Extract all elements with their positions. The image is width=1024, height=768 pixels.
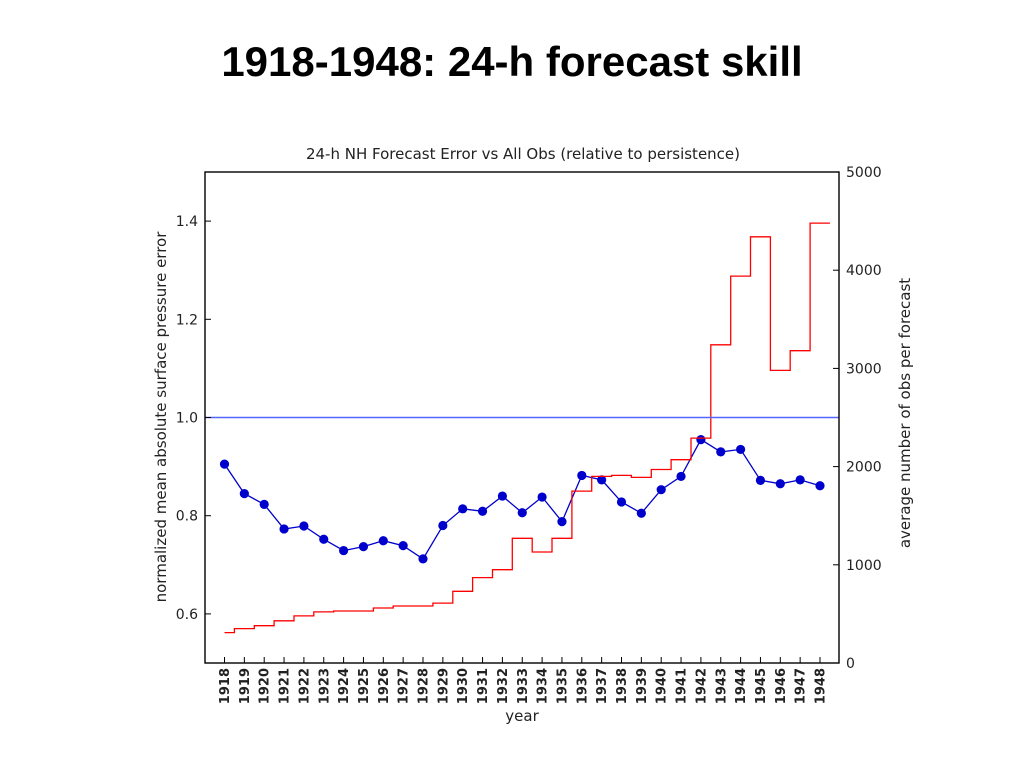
x-tick-label: 1925	[357, 668, 372, 704]
x-tick-label: 1928	[417, 668, 432, 704]
obs-count-step-line	[224, 222, 830, 634]
data-point	[438, 520, 448, 531]
data-point	[339, 545, 349, 556]
data-point	[418, 554, 428, 564]
x-tick-label: 1934	[536, 668, 551, 704]
y-tick-label: 0.6	[176, 607, 198, 623]
y-tick-label: 1.2	[176, 312, 198, 328]
x-tick-label: 1923	[317, 668, 332, 704]
data-point	[736, 444, 746, 455]
data-point	[636, 508, 646, 518]
x-tick-label: 1948	[814, 668, 829, 704]
y2-tick-label: 3000	[846, 361, 882, 377]
data-point	[319, 534, 329, 544]
x-tick-label: 1935	[556, 668, 571, 704]
data-point	[815, 481, 825, 491]
y-tick-label: 1.0	[176, 411, 198, 427]
x-tick-label: 1922	[297, 668, 312, 704]
data-point	[358, 542, 369, 552]
y2-tick-label: 2000	[846, 460, 882, 476]
x-axis-label: year	[505, 707, 539, 725]
y-tick-label: 1.4	[176, 214, 198, 230]
data-point	[239, 489, 249, 499]
x-tick-label: 1932	[496, 668, 511, 704]
x-tick-label: 1919	[238, 668, 253, 704]
data-point	[219, 459, 230, 469]
y-axis-label: normalized mean absolute surface pressur…	[152, 231, 170, 603]
y2-tick-label: 0	[846, 656, 855, 672]
data-point	[795, 475, 805, 485]
x-tick-label: 1924	[337, 668, 352, 704]
data-point	[398, 541, 408, 551]
data-point	[537, 492, 547, 502]
y2-tick-label: 4000	[846, 263, 882, 279]
x-tick-label: 1942	[694, 668, 709, 704]
axes: 0.6 0.8 1.0 1.2 1.4 0 1000 2000 3000 4000 5000 1918…	[176, 165, 882, 704]
data-point	[676, 471, 686, 482]
x-tick-label: 1947	[794, 668, 809, 704]
data-point	[597, 475, 607, 485]
x-tick-label: 1927	[397, 668, 412, 704]
data-point	[497, 491, 507, 501]
x-tick-label: 1936	[575, 668, 590, 704]
x-tick-label: 1918	[218, 668, 233, 704]
x-tick-label: 1943	[714, 668, 729, 704]
data-point	[279, 524, 289, 534]
y-tick-label: 0.8	[176, 509, 198, 525]
data-point	[716, 447, 726, 457]
data-point	[755, 475, 766, 485]
data-point	[616, 497, 627, 507]
chart-title: 24-h NH Forecast Error vs All Obs (relat…	[306, 145, 740, 163]
slide-title: 1918-1948: 24-h forecast skill	[221, 38, 803, 85]
x-tick-label: 1933	[516, 668, 531, 704]
x-tick-label: 1940	[655, 668, 670, 704]
x-tick-label: 1921	[278, 668, 293, 704]
data-point	[517, 508, 527, 518]
x-tick-label: 1920	[258, 668, 273, 704]
x-tick-label: 1945	[754, 668, 769, 704]
x-tick-label: 1931	[476, 668, 491, 704]
x-tick-label: 1946	[774, 668, 789, 704]
x-tick-label: 1930	[456, 668, 471, 704]
data-point	[299, 521, 309, 531]
x-tick-label: 1939	[635, 668, 650, 704]
data-point	[378, 536, 388, 546]
data-point	[656, 485, 666, 495]
x-tick-label: 1926	[377, 668, 392, 704]
x-tick-label: 1941	[675, 668, 690, 704]
y2-axis-label: average number of obs per forecast	[896, 278, 914, 548]
plot-area	[205, 222, 839, 634]
forecast-error-line	[223, 438, 821, 560]
data-point	[259, 499, 269, 510]
data-point	[696, 434, 706, 445]
x-tick-label: 1938	[615, 668, 630, 704]
data-point	[477, 506, 488, 516]
y2-tick-label: 1000	[846, 558, 882, 574]
data-point	[775, 479, 785, 489]
x-tick-label: 1929	[436, 668, 451, 704]
data-point	[557, 516, 567, 527]
x-tick-label: 1944	[734, 668, 749, 704]
data-point	[458, 504, 468, 514]
data-point	[577, 470, 587, 481]
y2-tick-label: 5000	[846, 165, 882, 181]
x-tick-label: 1937	[595, 668, 610, 704]
